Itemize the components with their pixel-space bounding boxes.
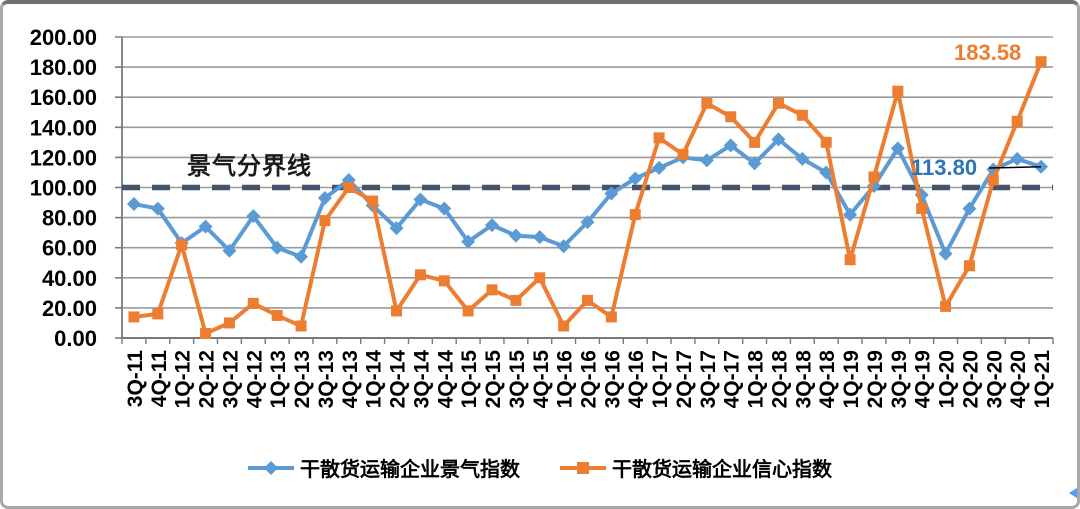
- svg-text:3Q-12: 3Q-12: [219, 350, 242, 408]
- svg-text:80.00: 80.00: [42, 206, 97, 231]
- legend-label: 干散货运输企业信心指数: [612, 459, 832, 481]
- svg-text:60.00: 60.00: [42, 236, 97, 261]
- prosperity-index-data-label: 113.80: [911, 155, 978, 180]
- svg-text:1Q-12: 1Q-12: [172, 350, 195, 408]
- svg-text:3Q-15: 3Q-15: [506, 350, 529, 409]
- svg-text:4Q-16: 4Q-16: [625, 350, 648, 408]
- svg-text:2Q-15: 2Q-15: [482, 350, 505, 409]
- legend-item-prosperity-index: 干散货运输企业景气指数: [248, 453, 520, 482]
- svg-text:4Q-17: 4Q-17: [721, 350, 744, 408]
- svg-text:2Q-14: 2Q-14: [387, 350, 410, 409]
- svg-text:4Q-14: 4Q-14: [434, 350, 457, 409]
- chart-legend: 干散货运输企业景气指数 干散货运输企业信心指数: [3, 453, 1077, 482]
- svg-text:1Q-17: 1Q-17: [649, 350, 672, 408]
- svg-text:4Q-19: 4Q-19: [912, 350, 935, 408]
- svg-text:100.00: 100.00: [30, 176, 97, 201]
- svg-text:20.00: 20.00: [42, 296, 97, 321]
- svg-text:3Q-13: 3Q-13: [315, 350, 338, 408]
- svg-text:2Q-17: 2Q-17: [673, 350, 696, 408]
- svg-text:3Q-19: 3Q-19: [888, 350, 911, 408]
- svg-text:2Q-20: 2Q-20: [959, 350, 982, 408]
- svg-text:3Q-14: 3Q-14: [410, 350, 433, 409]
- svg-text:2Q-12: 2Q-12: [196, 350, 219, 408]
- blue-diamond-line-icon: [248, 460, 294, 475]
- svg-text:1Q-13: 1Q-13: [267, 350, 290, 408]
- svg-text:2Q-18: 2Q-18: [768, 350, 791, 409]
- svg-text:3Q-16: 3Q-16: [601, 350, 624, 408]
- cursor-arrow-icon: [1069, 486, 1077, 500]
- svg-text:3Q-17: 3Q-17: [697, 350, 720, 408]
- svg-text:1Q-14: 1Q-14: [363, 350, 386, 409]
- svg-text:1Q-18: 1Q-18: [745, 350, 768, 409]
- svg-text:1Q-15: 1Q-15: [458, 350, 481, 409]
- legend-item-confidence-index: 干散货运输企业信心指数: [560, 453, 832, 482]
- svg-text:2Q-19: 2Q-19: [864, 350, 887, 408]
- svg-text:2Q-13: 2Q-13: [291, 350, 314, 408]
- svg-text:1Q-20: 1Q-20: [936, 350, 959, 408]
- svg-text:2Q-16: 2Q-16: [578, 350, 601, 408]
- svg-text:1Q-19: 1Q-19: [840, 350, 863, 408]
- svg-text:140.00: 140.00: [30, 115, 97, 140]
- line-chart-plot-area: 200.00 180.00 160.00 140.00 120.00 100.00 80.0…: [30, 25, 1054, 409]
- svg-text:4Q-20: 4Q-20: [1007, 350, 1030, 408]
- legend-label: 干散货运输企业景气指数: [300, 459, 520, 481]
- confidence-index-data-label: 183.58: [954, 40, 1022, 65]
- svg-text:4Q-18: 4Q-18: [816, 350, 839, 409]
- svg-text:3Q-18: 3Q-18: [792, 350, 815, 409]
- svg-text:4Q-12: 4Q-12: [243, 350, 266, 408]
- svg-text:1Q-16: 1Q-16: [554, 350, 577, 408]
- svg-text:200.00: 200.00: [30, 25, 97, 50]
- svg-text:4Q-15: 4Q-15: [530, 350, 553, 409]
- svg-text:40.00: 40.00: [42, 266, 97, 291]
- svg-text:160.00: 160.00: [30, 85, 97, 110]
- svg-text:120.00: 120.00: [30, 145, 97, 170]
- orange-square-line-icon: [560, 461, 606, 474]
- prosperity-divider-label: 景气分界线: [187, 153, 312, 180]
- svg-text:180.00: 180.00: [30, 55, 97, 80]
- svg-text:3Q-11: 3Q-11: [124, 350, 147, 408]
- svg-text:4Q-11: 4Q-11: [148, 350, 171, 408]
- svg-text:4Q-13: 4Q-13: [339, 350, 362, 408]
- svg-text:1Q-21: 1Q-21: [1031, 350, 1054, 409]
- svg-text:3Q-20: 3Q-20: [983, 350, 1006, 408]
- svg-text:0.00: 0.00: [54, 326, 97, 351]
